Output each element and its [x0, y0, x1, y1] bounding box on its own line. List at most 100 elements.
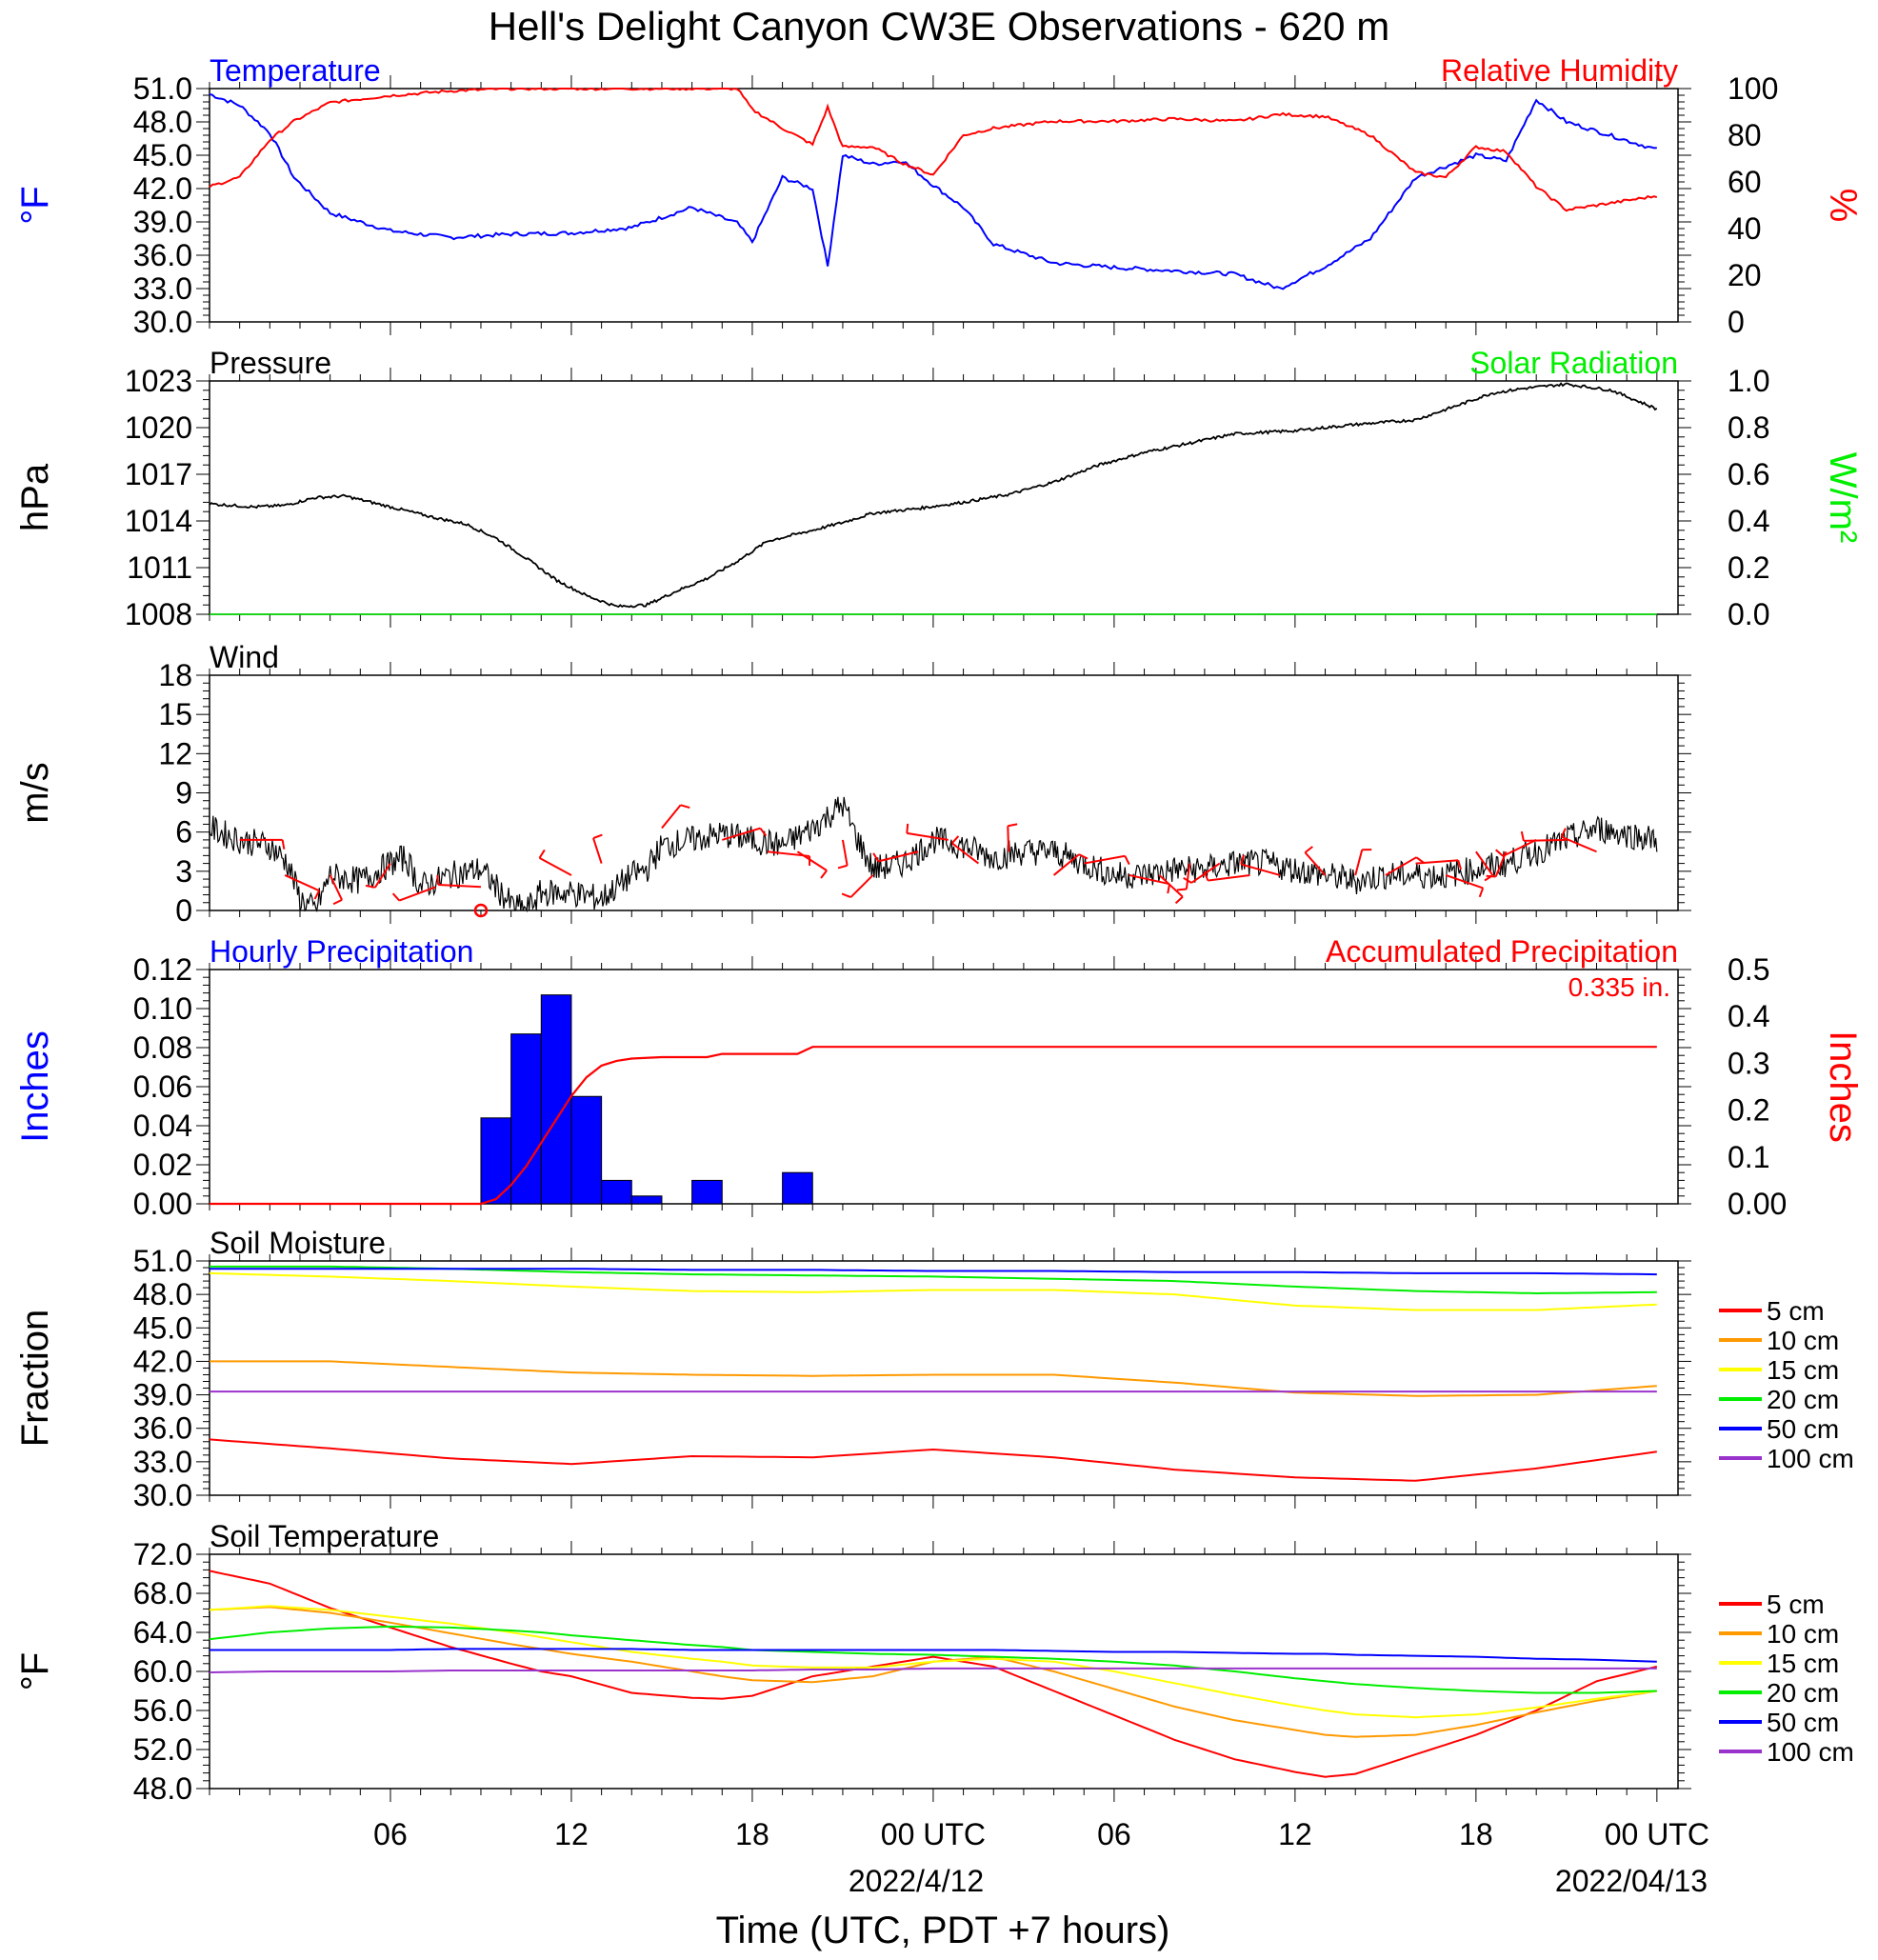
- precip-bar: [570, 1095, 603, 1205]
- y-tick-label: 51.0: [133, 71, 192, 106]
- legend-label: 50 cm: [1767, 1414, 1839, 1444]
- panel-title: Pressure: [210, 346, 331, 380]
- y-axis-label: Inches: [14, 1030, 56, 1143]
- legend-label: 15 cm: [1767, 1649, 1839, 1678]
- panel-precip: 0.00 0.02 0.04 0.06 0.08 0.10 0.12 0.00 0.1 0.2 0.…: [14, 934, 1864, 1221]
- y-tick-label: 0.02: [133, 1148, 192, 1182]
- y-axis-label-right: Inches: [1822, 1030, 1864, 1143]
- y-tick-label-right: 80: [1728, 118, 1762, 152]
- y-axis-label-right: %: [1822, 189, 1864, 223]
- y-tick-label: 15: [158, 697, 192, 731]
- wind-barb-flag: [906, 823, 909, 834]
- panel-title-right: Solar Radiation: [1469, 346, 1678, 380]
- y-tick-label: 60.0: [133, 1654, 192, 1689]
- panel-title: Temperature: [210, 53, 381, 88]
- wind-barb-flag: [365, 884, 376, 889]
- legend-label: 15 cm: [1767, 1355, 1839, 1385]
- series-soil-100cm: [209, 1667, 1657, 1673]
- panel-pressure: 1008 1011 1014 1017 1020 1023 0.0 0.2 0.4 0.6 0.8 1…: [14, 346, 1864, 631]
- wind-barb-flag: [592, 833, 603, 840]
- wind-barb: [438, 883, 482, 889]
- y-tick-label-right: 0.4: [1728, 504, 1769, 538]
- y-tick-label: 1017: [125, 457, 192, 491]
- legend-label: 5 cm: [1767, 1590, 1825, 1619]
- precip-bar: [782, 1171, 813, 1205]
- y-tick-label: 64.0: [133, 1615, 192, 1650]
- wind-barb: [1158, 874, 1184, 898]
- wind-barb: [1185, 863, 1191, 890]
- y-tick-label: 0.10: [133, 991, 192, 1026]
- legend-label: 100 cm: [1767, 1444, 1854, 1473]
- wind-barb: [1084, 854, 1126, 865]
- y-tick-label: 48.0: [133, 1771, 192, 1806]
- series-soil-5cm: [209, 1570, 1658, 1778]
- legend-label: 20 cm: [1767, 1678, 1839, 1708]
- legend-label: 5 cm: [1767, 1296, 1825, 1326]
- wind-barb-flag: [820, 870, 828, 879]
- panel-title: Soil Moisture: [210, 1226, 386, 1260]
- y-tick-label-right: 40: [1728, 211, 1762, 246]
- series-wind-speed: [209, 796, 1658, 913]
- chart-title: Hell's Delight Canyon CW3E Observations …: [489, 4, 1389, 49]
- y-tick-label: 42.0: [133, 171, 192, 206]
- y-tick-label-right: 0.3: [1728, 1046, 1769, 1080]
- panel-title: Soil Temperature: [210, 1519, 439, 1553]
- wind-barb: [1129, 873, 1170, 886]
- plot-frame: [209, 380, 1679, 615]
- wind-barb-flag: [313, 890, 320, 900]
- panel-soil_temp: 48.0 52.0 56.0 60.0 64.0 68.0 72.0 Soil Tempera…: [14, 1519, 1854, 1806]
- y-tick-label: 6: [175, 815, 192, 850]
- y-tick-label: 0.04: [133, 1109, 192, 1143]
- plot-frame: [209, 88, 1679, 323]
- panel-title: Hourly Precipitation: [210, 934, 473, 969]
- y-tick-label: 48.0: [133, 1277, 192, 1311]
- wind-barb: [661, 804, 682, 830]
- y-tick-label: 18: [158, 658, 192, 692]
- plot-frame: [209, 674, 1679, 911]
- y-tick-label: 30.0: [133, 305, 192, 339]
- wind-barb: [1445, 874, 1484, 890]
- x-axis-label: Time (UTC, PDT +7 hours): [716, 1910, 1170, 1951]
- wind-barb-flag: [281, 839, 286, 850]
- precip-bar: [691, 1179, 723, 1205]
- wind-barb-flag: [872, 852, 880, 862]
- wind-barb-flag: [841, 892, 851, 899]
- wind-barb: [951, 842, 980, 865]
- wind-barb-flag: [1457, 860, 1463, 870]
- plot-frame: [209, 1260, 1679, 1496]
- wind-barb: [1354, 850, 1364, 876]
- y-tick-label: 9: [175, 776, 192, 810]
- y-tick-label: 33.0: [133, 271, 192, 306]
- precip-bar: [601, 1179, 632, 1205]
- wind-barb-flag: [759, 828, 768, 837]
- y-tick-label: 3: [175, 854, 192, 889]
- x-tick-label: 18: [735, 1817, 769, 1851]
- wind-barb-flag: [332, 899, 343, 906]
- y-tick-label: 30.0: [133, 1478, 192, 1512]
- wind-barb: [374, 863, 391, 889]
- x-tick-label: 00 UTC: [881, 1817, 986, 1851]
- y-tick-label-right: 0.8: [1728, 410, 1769, 445]
- series-soil-15cm: [209, 1605, 1657, 1719]
- wind-barb: [721, 827, 761, 841]
- y-tick-label: 0.08: [133, 1030, 192, 1065]
- wind-barb: [592, 837, 603, 864]
- y-axis-label: m/s: [14, 762, 56, 823]
- wind-barb: [1007, 826, 1010, 852]
- series-pressure: [209, 382, 1658, 609]
- y-tick-label: 51.0: [133, 1244, 192, 1278]
- y-tick-label: 68.0: [133, 1576, 192, 1610]
- y-tick-label: 1014: [125, 504, 192, 538]
- y-axis-label: °F: [14, 186, 56, 224]
- wind-barb: [1502, 839, 1537, 857]
- y-tick-label: 42.0: [133, 1344, 192, 1378]
- x-tick-label: 12: [554, 1817, 589, 1851]
- precip-bar: [510, 1033, 542, 1205]
- wind-barb-flag: [1495, 849, 1504, 857]
- total-precip-label: 0.335 in.: [1568, 972, 1670, 1002]
- legend-label: 100 cm: [1767, 1737, 1854, 1767]
- wind-barb: [1208, 873, 1250, 882]
- y-tick-label: 39.0: [133, 1378, 192, 1412]
